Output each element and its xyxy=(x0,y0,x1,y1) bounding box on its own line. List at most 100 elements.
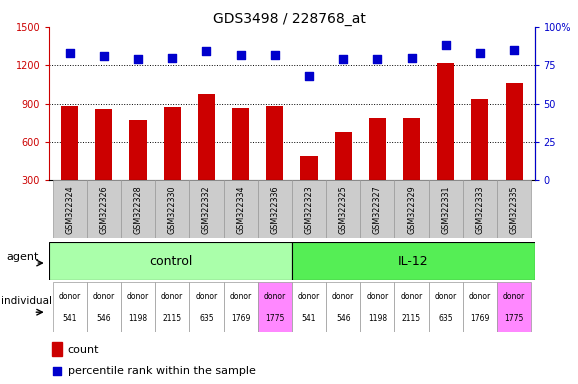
Bar xyxy=(394,180,429,238)
Text: GSM322329: GSM322329 xyxy=(407,185,416,233)
Text: donor: donor xyxy=(469,292,491,301)
Text: donor: donor xyxy=(298,292,320,301)
Text: GSM322331: GSM322331 xyxy=(441,185,450,233)
Bar xyxy=(164,107,181,180)
Bar xyxy=(224,180,258,238)
Text: donor: donor xyxy=(264,292,286,301)
Text: 2115: 2115 xyxy=(162,314,182,323)
Point xyxy=(168,55,177,61)
Point xyxy=(236,51,245,58)
Bar xyxy=(335,132,352,180)
Bar xyxy=(258,282,292,332)
Bar xyxy=(506,83,523,180)
Bar xyxy=(292,282,326,332)
Bar xyxy=(121,282,155,332)
Bar xyxy=(472,99,488,180)
Bar xyxy=(360,282,394,332)
Point xyxy=(441,42,450,48)
Bar xyxy=(53,180,87,238)
Point xyxy=(270,51,279,58)
Bar xyxy=(129,120,147,180)
Text: donor: donor xyxy=(229,292,252,301)
Bar xyxy=(497,282,531,332)
Text: 1769: 1769 xyxy=(470,314,490,323)
Text: donor: donor xyxy=(435,292,457,301)
Text: 1775: 1775 xyxy=(265,314,284,323)
Point xyxy=(510,47,519,53)
Text: GSM322323: GSM322323 xyxy=(305,185,313,233)
Point xyxy=(134,56,143,62)
Bar xyxy=(429,282,463,332)
Text: percentile rank within the sample: percentile rank within the sample xyxy=(68,366,255,376)
Bar xyxy=(155,282,190,332)
Bar xyxy=(190,180,224,238)
Text: 2115: 2115 xyxy=(402,314,421,323)
Bar xyxy=(232,108,249,180)
Text: 1198: 1198 xyxy=(128,314,147,323)
Bar xyxy=(224,282,258,332)
Text: 546: 546 xyxy=(336,314,350,323)
Text: GSM322326: GSM322326 xyxy=(99,185,108,233)
Text: individual: individual xyxy=(1,296,52,306)
Text: agent: agent xyxy=(6,252,38,262)
Bar xyxy=(360,180,394,238)
Bar xyxy=(326,180,360,238)
Text: GSM322332: GSM322332 xyxy=(202,185,211,233)
Point xyxy=(65,50,74,56)
Text: donor: donor xyxy=(366,292,388,301)
Text: 1769: 1769 xyxy=(231,314,250,323)
Point xyxy=(99,53,109,59)
Text: donor: donor xyxy=(332,292,354,301)
Text: GSM322324: GSM322324 xyxy=(65,185,74,233)
Text: count: count xyxy=(68,345,99,355)
Text: 635: 635 xyxy=(199,314,214,323)
Bar xyxy=(258,180,292,238)
Text: 1198: 1198 xyxy=(368,314,387,323)
Bar xyxy=(155,180,190,238)
Bar xyxy=(51,342,62,356)
Bar xyxy=(49,242,292,280)
Bar xyxy=(87,282,121,332)
Text: GSM322325: GSM322325 xyxy=(339,185,348,233)
Bar xyxy=(292,180,326,238)
Bar xyxy=(266,106,283,180)
Bar xyxy=(463,180,497,238)
Bar xyxy=(121,180,155,238)
Bar xyxy=(198,94,215,180)
Text: 1775: 1775 xyxy=(505,314,524,323)
Text: GSM322327: GSM322327 xyxy=(373,185,382,233)
Bar xyxy=(53,282,87,332)
Bar xyxy=(403,118,420,180)
Point xyxy=(407,55,416,61)
Text: donor: donor xyxy=(161,292,183,301)
Bar xyxy=(326,282,360,332)
Bar xyxy=(437,63,454,180)
Bar xyxy=(429,180,463,238)
Point xyxy=(339,56,348,62)
Text: 635: 635 xyxy=(439,314,453,323)
Bar xyxy=(394,282,429,332)
Text: donor: donor xyxy=(92,292,115,301)
Text: IL-12: IL-12 xyxy=(398,255,428,268)
Point xyxy=(52,368,61,374)
Point xyxy=(305,73,314,79)
Text: 546: 546 xyxy=(97,314,111,323)
Bar xyxy=(369,118,386,180)
Text: donor: donor xyxy=(127,292,149,301)
Bar xyxy=(190,282,224,332)
Text: donor: donor xyxy=(503,292,525,301)
Text: donor: donor xyxy=(58,292,81,301)
Bar xyxy=(497,180,531,238)
Bar xyxy=(301,156,317,180)
Text: GSM322328: GSM322328 xyxy=(134,185,143,233)
Text: 541: 541 xyxy=(302,314,316,323)
Bar xyxy=(463,282,497,332)
Text: control: control xyxy=(149,255,192,268)
Text: GSM322335: GSM322335 xyxy=(510,185,518,233)
Point xyxy=(475,50,484,56)
Text: donor: donor xyxy=(401,292,423,301)
Text: GSM322334: GSM322334 xyxy=(236,185,245,233)
Text: GSM322336: GSM322336 xyxy=(271,185,279,233)
Text: GSM322330: GSM322330 xyxy=(168,185,177,233)
Point xyxy=(202,48,211,55)
